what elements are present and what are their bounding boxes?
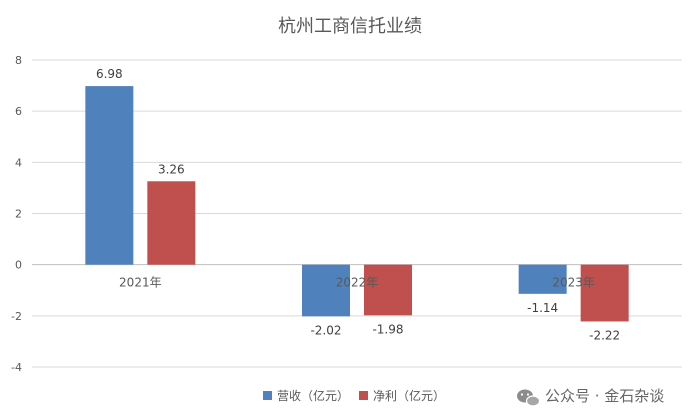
y-tick-label: 2: [15, 208, 22, 221]
bar-revenue-0: [85, 86, 134, 265]
legend-label: 净利（亿元）: [373, 388, 445, 403]
data-label: -2.02: [310, 323, 341, 337]
bar-profit-2: [580, 264, 629, 322]
category-label: 2023年: [552, 276, 595, 290]
y-axis-ticks: 8 6 4 2 0 -2 -4: [11, 54, 22, 374]
data-label: 3.26: [158, 162, 185, 176]
category-label: 2021年: [119, 276, 162, 290]
legend-swatch: [359, 391, 368, 400]
bar-profit-0: [147, 181, 196, 265]
y-tick-label: 6: [15, 105, 22, 118]
legend-swatch: [263, 391, 272, 400]
y-tick-label: -2: [11, 310, 22, 323]
bars: [85, 86, 629, 322]
gridlines: [32, 59, 682, 368]
y-tick-label: -4: [11, 361, 22, 374]
legend-label: 营收（亿元）: [277, 388, 349, 403]
data-label: -1.14: [527, 301, 558, 315]
bar-revenue-2: [518, 264, 567, 294]
legend: 营收（亿元） 净利（亿元）: [263, 388, 445, 403]
data-label: -1.98: [372, 322, 403, 336]
bar-profit-1: [364, 264, 412, 316]
y-tick-label: 0: [15, 259, 22, 272]
data-label: -2.22: [589, 328, 620, 342]
category-label: 2022年: [336, 276, 379, 290]
y-tick-label: 8: [15, 54, 22, 67]
data-label: 6.98: [96, 67, 123, 81]
data-labels: 6.98 3.26 -2.02 -1.98 -1.14 -2.22: [96, 67, 620, 342]
watermark-text: 公众号 · 金石杂谈: [545, 387, 664, 405]
bar-revenue-1: [302, 264, 350, 317]
watermark: 公众号 · 金石杂谈: [517, 387, 664, 407]
y-tick-label: 4: [15, 156, 22, 169]
chart-title: 杭州工商信托业绩: [278, 16, 422, 37]
category-labels: 2021年 2022年 2023年: [119, 276, 595, 290]
wechat-icon: [517, 389, 541, 407]
